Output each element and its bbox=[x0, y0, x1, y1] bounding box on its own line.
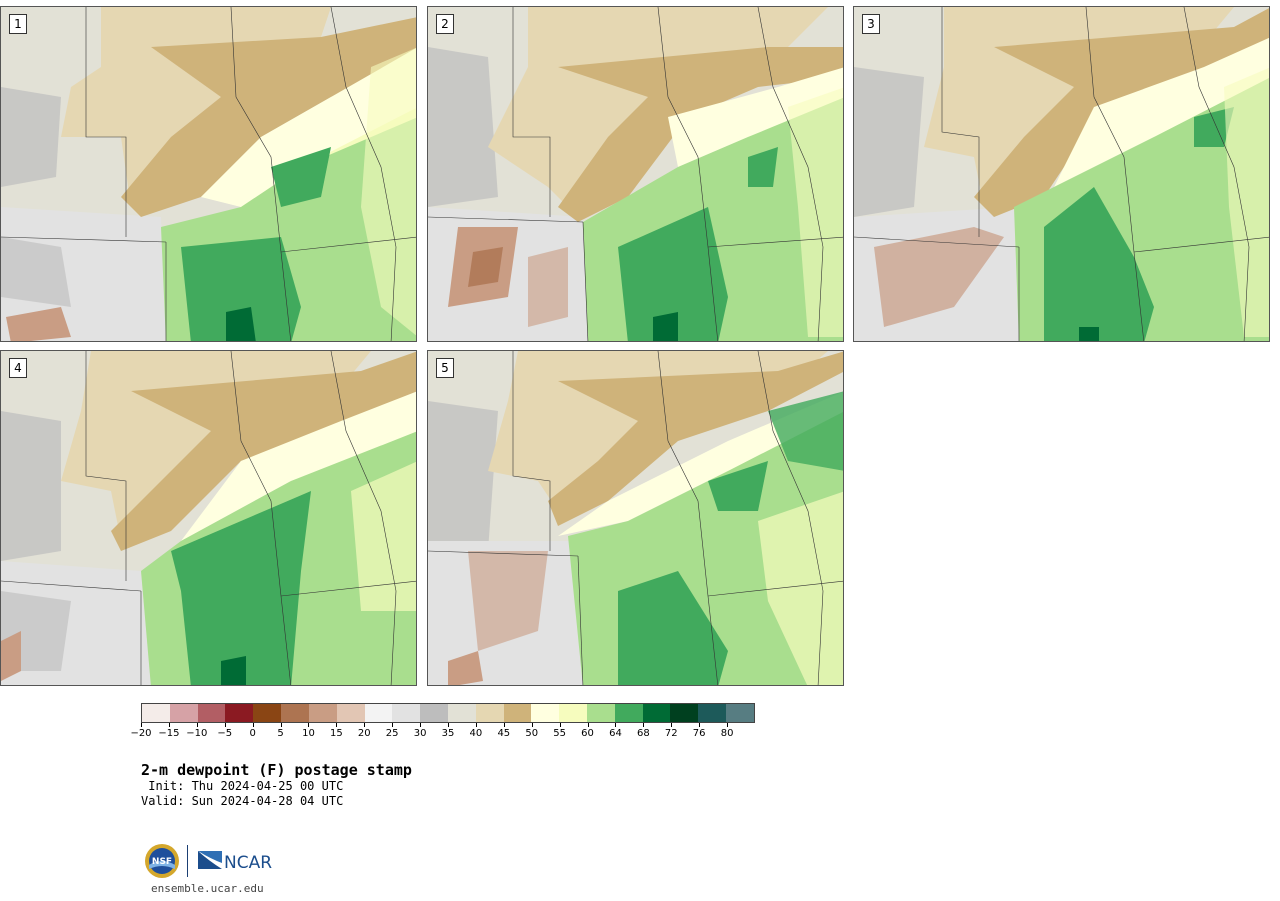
colorbar-tick-label: −20 bbox=[130, 728, 152, 739]
colorbar-tick-label: 40 bbox=[469, 728, 483, 739]
colorbar-swatch bbox=[142, 704, 170, 722]
colorbar-tick bbox=[475, 723, 477, 727]
colorbar-tick bbox=[252, 723, 254, 727]
colorbar-swatch bbox=[642, 704, 671, 722]
panel-number-4: 4 bbox=[9, 358, 27, 378]
colorbar-tick-label: 50 bbox=[525, 728, 539, 739]
chart-title: 2-m dewpoint (F) postage stamp bbox=[141, 761, 412, 779]
colorbar-swatch bbox=[169, 704, 198, 722]
panel-number-2: 2 bbox=[436, 14, 454, 34]
site-url[interactable]: ensemble.ucar.edu bbox=[151, 882, 264, 895]
colorbar-tick-label: 15 bbox=[329, 728, 343, 739]
dewpoint-map-1 bbox=[1, 7, 416, 341]
panel-number-3: 3 bbox=[862, 14, 880, 34]
colorbar-swatch bbox=[447, 704, 476, 722]
colorbar-swatch bbox=[420, 704, 448, 722]
colorbar-tick bbox=[336, 723, 338, 727]
colorbar-tick bbox=[615, 723, 617, 727]
panel-number-1: 1 bbox=[9, 14, 27, 34]
colorbar-tick bbox=[503, 723, 505, 727]
colorbar-swatch bbox=[587, 704, 615, 722]
colorbar-tick-label: 55 bbox=[553, 728, 566, 739]
colorbar-tick-label: 45 bbox=[497, 728, 511, 739]
colorbar-ticks: −20 −15 −10 −5 0 5 10 15 20 25 30 35 40 45 50 55 60 64 68 7… bbox=[130, 723, 755, 743]
colorbar-tick-label: −10 bbox=[186, 728, 208, 739]
colorbar-tick-label: 64 bbox=[609, 728, 622, 739]
colorbar-tick-label: 35 bbox=[441, 728, 455, 739]
colorbar-tick-label: −15 bbox=[158, 728, 180, 739]
colorbar-tick-label: 20 bbox=[357, 728, 371, 739]
colorbar-swatch bbox=[281, 704, 309, 722]
colorbar-swatch bbox=[225, 704, 254, 722]
colorbar-tick bbox=[392, 723, 394, 727]
colorbar-swatch bbox=[336, 704, 365, 722]
colorbar-tick-label: 60 bbox=[581, 728, 594, 739]
init-time: Init: Thu 2024-04-25 00 UTC bbox=[141, 779, 344, 793]
colorbar-tick bbox=[196, 723, 198, 727]
colorbar-swatch bbox=[392, 704, 421, 722]
colorbar-tick-label: −5 bbox=[217, 728, 233, 739]
colorbar-tick bbox=[364, 723, 366, 727]
colorbar-tick-label: 68 bbox=[636, 728, 650, 739]
colorbar-tick bbox=[141, 723, 142, 727]
colorbar-swatch bbox=[531, 704, 560, 722]
dewpoint-map-5 bbox=[428, 351, 843, 685]
member-panel-1: 1 bbox=[0, 6, 417, 342]
nsf-logo-icon: NSF bbox=[145, 844, 179, 878]
logo-divider bbox=[187, 845, 188, 877]
colorbar-swatch bbox=[253, 704, 282, 722]
colorbar-tick-label: 10 bbox=[302, 728, 315, 739]
colorbar-tick-label: 72 bbox=[664, 728, 678, 739]
colorbar-swatch bbox=[503, 704, 532, 722]
member-panel-2: 2 bbox=[427, 6, 844, 342]
ncar-logo-text: NCAR bbox=[224, 853, 272, 873]
member-panel-4: 4 bbox=[0, 350, 417, 686]
colorbar-swatch bbox=[698, 704, 727, 722]
colorbar-swatch bbox=[670, 704, 699, 722]
colorbar-tick bbox=[168, 723, 170, 727]
colorbar-swatch bbox=[475, 704, 504, 722]
colorbar-tick bbox=[448, 723, 449, 727]
colorbar-tick-label: 0 bbox=[249, 728, 256, 739]
colorbar-tick bbox=[587, 723, 589, 727]
ncar-logo-icon: NCAR bbox=[198, 851, 272, 873]
colorbar-swatch bbox=[364, 704, 393, 722]
nsf-logo-text: NSF bbox=[152, 857, 172, 867]
colorbar-tick-label: 25 bbox=[385, 728, 399, 739]
member-panel-5: 5 bbox=[427, 350, 844, 686]
colorbar bbox=[141, 703, 755, 723]
colorbar-tick-label: 5 bbox=[277, 728, 284, 739]
dewpoint-map-2 bbox=[428, 7, 843, 341]
colorbar-tick bbox=[308, 723, 310, 727]
colorbar-swatch bbox=[308, 704, 337, 722]
colorbar-swatch bbox=[197, 704, 226, 722]
colorbar-tick bbox=[224, 723, 226, 727]
colorbar-tick-label: 76 bbox=[692, 728, 706, 739]
colorbar-tick bbox=[671, 723, 673, 727]
colorbar-tick bbox=[420, 723, 422, 727]
colorbar-tick bbox=[531, 723, 533, 727]
colorbar-tick bbox=[727, 723, 729, 727]
valid-time: Valid: Sun 2024-04-28 04 UTC bbox=[141, 794, 344, 808]
colorbar-swatch bbox=[726, 704, 754, 722]
dewpoint-map-3 bbox=[854, 7, 1269, 341]
dewpoint-map-4 bbox=[1, 351, 416, 685]
colorbar-tick-label: 30 bbox=[413, 728, 427, 739]
colorbar-swatch bbox=[614, 704, 643, 722]
panel-number-5: 5 bbox=[436, 358, 454, 378]
member-panel-3: 3 bbox=[853, 6, 1270, 342]
colorbar-swatch bbox=[559, 704, 587, 722]
colorbar-tick-label: 80 bbox=[720, 728, 734, 739]
colorbar-tick bbox=[643, 723, 645, 727]
colorbar-tick bbox=[699, 723, 701, 727]
colorbar-tick bbox=[559, 723, 561, 727]
colorbar-tick bbox=[280, 723, 282, 727]
